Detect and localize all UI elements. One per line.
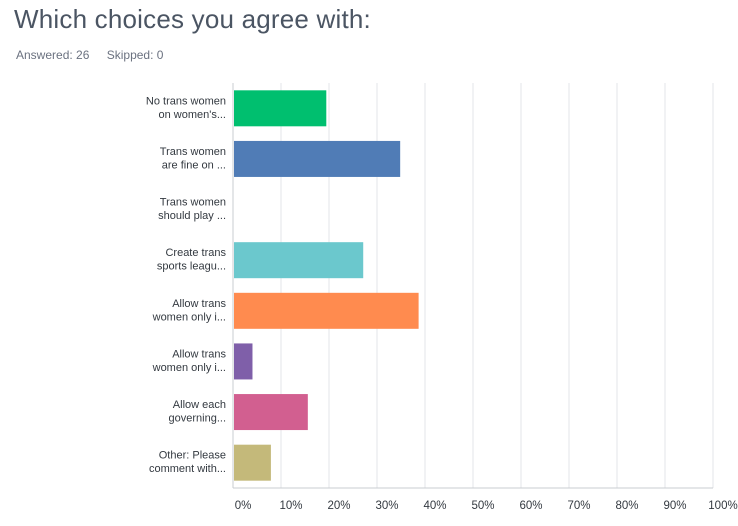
x-tick-label: 30% [375, 500, 398, 512]
category-label-line: are fine on ... [162, 159, 226, 171]
x-tick-label: 50% [471, 500, 494, 512]
bar [234, 343, 253, 380]
category-label: Allow each governing... [169, 399, 226, 425]
bar [234, 90, 327, 127]
x-tick-label: 100% [708, 500, 737, 512]
x-tick-label: 80% [615, 500, 638, 512]
category-label: Allow trans women only i... [152, 298, 227, 324]
category-label-line: Create trans [165, 247, 226, 259]
bar [234, 394, 308, 431]
category-label: No trans women on women's... [146, 95, 226, 121]
x-tick-label: 0% [235, 500, 252, 512]
category-label: Allow trans women only i... [152, 348, 227, 374]
bar [234, 292, 419, 329]
category-label-line: Allow each [173, 399, 226, 411]
answered-count: Answered: 26 [16, 48, 90, 62]
category-label-line: Trans women [160, 197, 226, 209]
category-label-line: women only i... [152, 311, 226, 323]
x-tick-label: 10% [279, 500, 302, 512]
bar [234, 140, 401, 177]
x-tick-label: 60% [519, 500, 542, 512]
response-stats: Answered: 26 Skipped: 0 [16, 48, 177, 62]
category-label: Create trans sports leagu... [157, 247, 227, 273]
category-label-line: on women's... [158, 109, 226, 121]
category-label: Other: Please comment with... [149, 450, 226, 476]
page-title: Which choices you agree with: [14, 4, 371, 34]
category-label-line: governing... [169, 413, 226, 425]
category-label-line: Other: Please [159, 450, 226, 462]
x-tick-label: 90% [663, 500, 686, 512]
x-tick-label: 40% [423, 500, 446, 512]
category-label: Trans women should play ... [158, 197, 226, 223]
bar [234, 444, 271, 481]
category-label-line: women only i... [152, 362, 226, 374]
category-label: Trans women are fine on ... [160, 146, 226, 172]
category-label-line: comment with... [149, 463, 226, 475]
x-tick-label: 20% [327, 500, 350, 512]
category-label-line: should play ... [158, 210, 226, 222]
category-label-line: Trans women [160, 146, 226, 158]
category-label-line: Allow trans [172, 348, 226, 360]
x-tick-label: 70% [567, 500, 590, 512]
category-label-line: Allow trans [172, 298, 226, 310]
category-label-line: No trans women [146, 95, 226, 107]
skipped-count: Skipped: 0 [106, 48, 164, 62]
bar [234, 242, 364, 279]
category-label-line: sports leagu... [157, 261, 226, 273]
